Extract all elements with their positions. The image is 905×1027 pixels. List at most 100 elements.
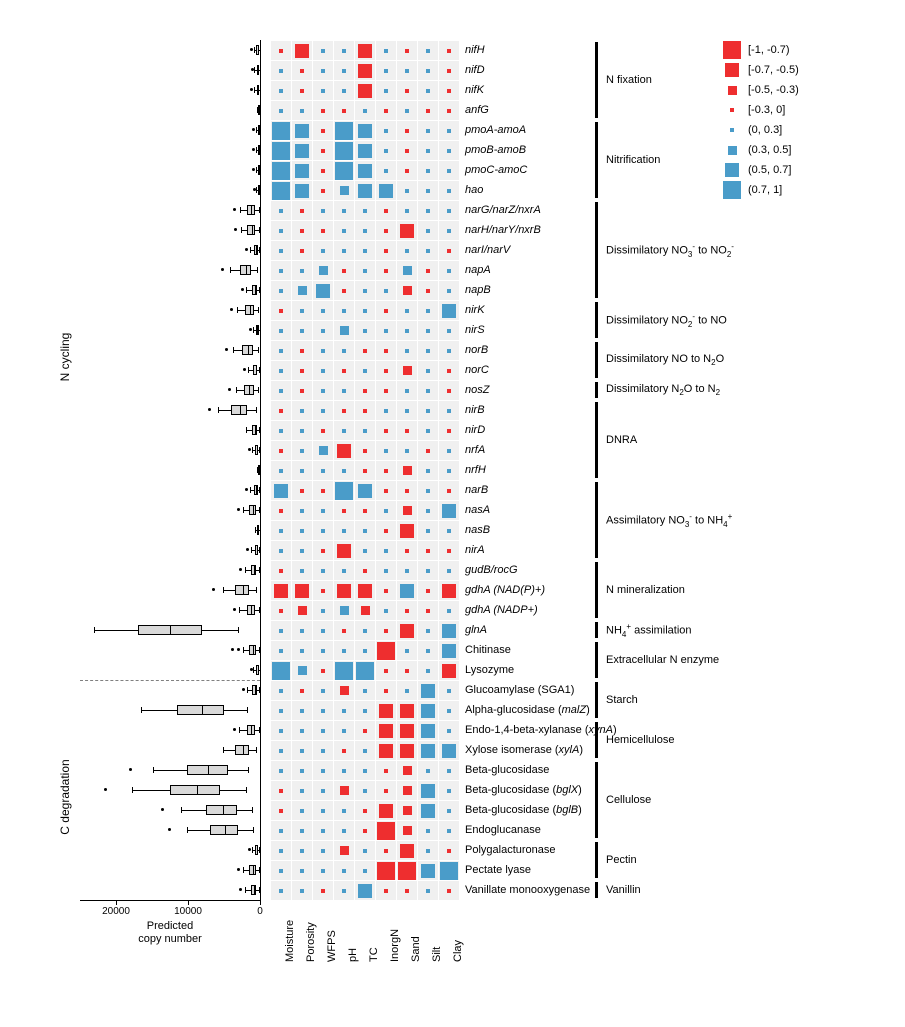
heatmap-square <box>384 589 388 593</box>
heatmap-cell <box>418 641 439 661</box>
heatmap-square <box>363 549 367 553</box>
group-bracket: Extracellular N enzyme <box>595 642 719 678</box>
heatmap-cell <box>271 441 292 461</box>
heatmap-cell <box>439 201 460 221</box>
heatmap-cell <box>271 801 292 821</box>
heatmap-cell <box>397 841 418 861</box>
group-label: Hemicellulose <box>606 734 674 746</box>
group-bracket: Dissimilatory NO2- to NO <box>595 302 727 338</box>
heatmap-square <box>321 409 325 413</box>
heatmap-cell <box>376 621 397 641</box>
boxplot-row <box>80 360 260 380</box>
heatmap-cell <box>397 561 418 581</box>
heatmap-square <box>358 884 372 898</box>
heatmap-cell <box>292 41 313 61</box>
heatmap-square <box>321 569 325 573</box>
heatmap-square <box>279 409 283 413</box>
heatmap-cell <box>418 661 439 681</box>
heatmap-square <box>340 326 349 335</box>
heatmap-cell <box>397 741 418 761</box>
heatmap-cell <box>376 401 397 421</box>
heatmap-square <box>426 429 430 433</box>
heatmap-cell <box>376 41 397 61</box>
heatmap-cell <box>397 541 418 561</box>
heatmap-square <box>363 529 367 533</box>
heatmap-cell <box>271 821 292 841</box>
heatmap-cell <box>376 561 397 581</box>
heatmap-square <box>342 749 346 753</box>
heatmap-cell <box>376 241 397 261</box>
heatmap-square <box>421 804 435 818</box>
heatmap-square <box>379 724 393 738</box>
heatmap-square <box>405 429 409 433</box>
bracket-line <box>595 202 598 298</box>
heatmap-square <box>426 89 430 93</box>
heatmap-square <box>279 109 283 113</box>
heatmap-square <box>342 869 346 873</box>
heatmap-cell <box>376 761 397 781</box>
heatmap-cell <box>397 401 418 421</box>
gene-label: Endo-1,4-beta-xylanase (xynA) <box>465 720 617 740</box>
heatmap-cell <box>313 521 334 541</box>
heatmap-square <box>321 389 325 393</box>
heatmap-square <box>340 606 349 615</box>
heatmap-cell <box>334 161 355 181</box>
heatmap-square <box>400 524 414 538</box>
heatmap-square <box>321 89 325 93</box>
heatmap-cell <box>271 81 292 101</box>
heatmap-square <box>426 149 430 153</box>
heatmap-square <box>405 129 409 133</box>
heatmap-square <box>426 169 430 173</box>
heatmap-square <box>363 729 367 733</box>
legend-swatch <box>720 40 744 60</box>
heatmap-square <box>321 649 325 653</box>
heatmap-square <box>447 789 451 793</box>
heatmap-cell <box>271 41 292 61</box>
heatmap-square <box>405 649 409 653</box>
heatmap-square <box>405 549 409 553</box>
heatmap-cell <box>439 421 460 441</box>
heatmap-cell <box>313 501 334 521</box>
heatmap-square <box>342 509 346 513</box>
heatmap-square <box>300 269 304 273</box>
heatmap-cell <box>397 581 418 601</box>
heatmap-square <box>405 329 409 333</box>
legend-label: (0.5, 0.7] <box>748 164 791 176</box>
heatmap-square <box>363 569 367 573</box>
heatmap-square <box>363 869 367 873</box>
heatmap-cell <box>355 221 376 241</box>
heatmap-square <box>426 409 430 413</box>
heatmap-cell <box>313 421 334 441</box>
heatmap-cell <box>376 261 397 281</box>
heatmap-square <box>421 864 435 878</box>
boxplot-row <box>80 260 260 280</box>
heatmap-square <box>447 489 451 493</box>
heatmap-cell <box>418 861 439 881</box>
heatmap-cell <box>376 841 397 861</box>
heatmap-square <box>279 889 283 893</box>
heatmap-square <box>426 669 430 673</box>
heatmap-square <box>400 584 414 598</box>
heatmap-cell <box>313 861 334 881</box>
heatmap-square <box>447 429 451 433</box>
heatmap-cell <box>271 141 292 161</box>
heatmap-cell <box>334 461 355 481</box>
heatmap-square <box>384 69 388 73</box>
gene-label: gdhA (NADP+) <box>465 600 538 620</box>
heatmap-square <box>442 304 456 318</box>
bracket-line <box>595 562 598 618</box>
figure-container: N cycling C degradation nifHnifDnifKanfG… <box>20 20 885 1007</box>
gene-label: Beta-glucosidase (bglB) <box>465 800 582 820</box>
heatmap-square <box>300 449 304 453</box>
heatmap-x-label: Porosity <box>305 922 317 962</box>
boxplot-row <box>80 160 260 180</box>
heatmap-square <box>363 249 367 253</box>
heatmap-square <box>321 709 325 713</box>
heatmap-square <box>342 249 346 253</box>
heatmap-square <box>295 164 309 178</box>
heatmap-cell <box>418 161 439 181</box>
gene-label: pmoC-amoC <box>465 160 527 180</box>
heatmap-cell <box>292 441 313 461</box>
heatmap-cell <box>439 621 460 641</box>
heatmap-cell <box>376 61 397 81</box>
